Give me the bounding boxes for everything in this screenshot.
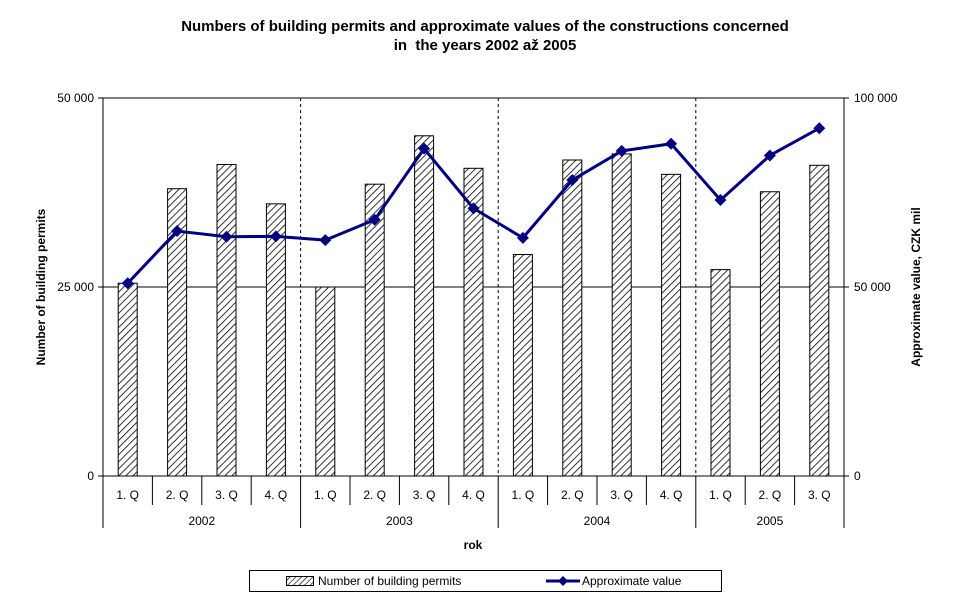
bar: [611, 153, 632, 477]
y-left-tick-label: 25 000: [57, 280, 94, 294]
x-quarter-label: 1. Q: [314, 488, 337, 502]
bar: [759, 191, 780, 477]
value-marker: [714, 194, 727, 207]
bar: [512, 253, 533, 477]
legend-item-bars: Number of building permits: [286, 574, 461, 588]
y-left-tick-label: 50 000: [57, 91, 94, 105]
y-left-tick-label: 0: [87, 469, 94, 483]
x-quarter-label: 1. Q: [512, 488, 535, 502]
y-axis-left-title: Number of building permits: [34, 208, 48, 365]
x-quarter-label: 2. Q: [561, 488, 584, 502]
x-quarter-label: 3. Q: [610, 488, 633, 502]
y-right-tick-label: 0: [854, 469, 861, 483]
value-marker: [269, 230, 282, 243]
value-marker: [615, 144, 628, 157]
legend-label-line: Approximate value: [582, 574, 682, 588]
x-year-label: 2005: [757, 514, 784, 528]
bar: [117, 282, 138, 477]
bar: [414, 135, 435, 477]
x-year-label: 2003: [386, 514, 413, 528]
legend-item-line: Approximate value: [546, 574, 681, 588]
value-marker: [319, 234, 332, 247]
value-marker: [813, 122, 826, 135]
x-quarter-label: 4. Q: [660, 488, 683, 502]
y-right-tick-label: 50 000: [854, 280, 891, 294]
chart-title-line2: in the years 2002 až 2005: [393, 37, 577, 54]
y-axis-right-title: Approximate value, CZK mil: [909, 207, 923, 366]
value-marker: [121, 277, 134, 290]
x-quarter-label: 4. Q: [462, 488, 485, 502]
x-year-label: 2002: [188, 514, 215, 528]
x-quarter-label: 4. Q: [265, 488, 288, 502]
value-marker: [418, 142, 431, 155]
chart-title: Numbers of building permits and approxim…: [0, 17, 970, 55]
x-quarter-label: 3. Q: [413, 488, 436, 502]
x-quarter-label: 2. Q: [759, 488, 782, 502]
x-axis-title: rok: [464, 538, 483, 552]
value-marker: [220, 230, 233, 243]
value-marker: [763, 149, 776, 162]
value-marker: [566, 174, 579, 187]
x-quarter-label: 3. Q: [808, 488, 831, 502]
x-quarter-label: 3. Q: [215, 488, 238, 502]
chart-title-line1: Numbers of building permits and approxim…: [181, 18, 789, 35]
bar: [809, 164, 830, 477]
bar: [216, 164, 237, 477]
bar: [265, 203, 286, 477]
bar: [562, 159, 583, 477]
bar: [661, 173, 682, 477]
y-right-tick-label: 100 000: [854, 91, 898, 105]
legend-swatch-line: [546, 576, 580, 586]
x-year-label: 2004: [584, 514, 611, 528]
bar: [364, 183, 385, 477]
value-marker: [516, 231, 529, 244]
value-marker: [368, 213, 381, 226]
bar: [710, 269, 731, 477]
value-marker: [665, 137, 678, 150]
legend-swatch-bars: [286, 576, 314, 586]
value-marker: [171, 225, 184, 238]
bar: [463, 167, 484, 477]
legend-label-bars: Number of building permits: [318, 574, 462, 588]
x-quarter-label: 2. Q: [166, 488, 189, 502]
bar: [315, 286, 336, 477]
value-marker: [467, 202, 480, 215]
x-quarter-label: 1. Q: [116, 488, 139, 502]
x-quarter-label: 1. Q: [709, 488, 732, 502]
x-quarter-label: 2. Q: [363, 488, 386, 502]
legend: Number of building permits Approximate v…: [249, 570, 722, 592]
